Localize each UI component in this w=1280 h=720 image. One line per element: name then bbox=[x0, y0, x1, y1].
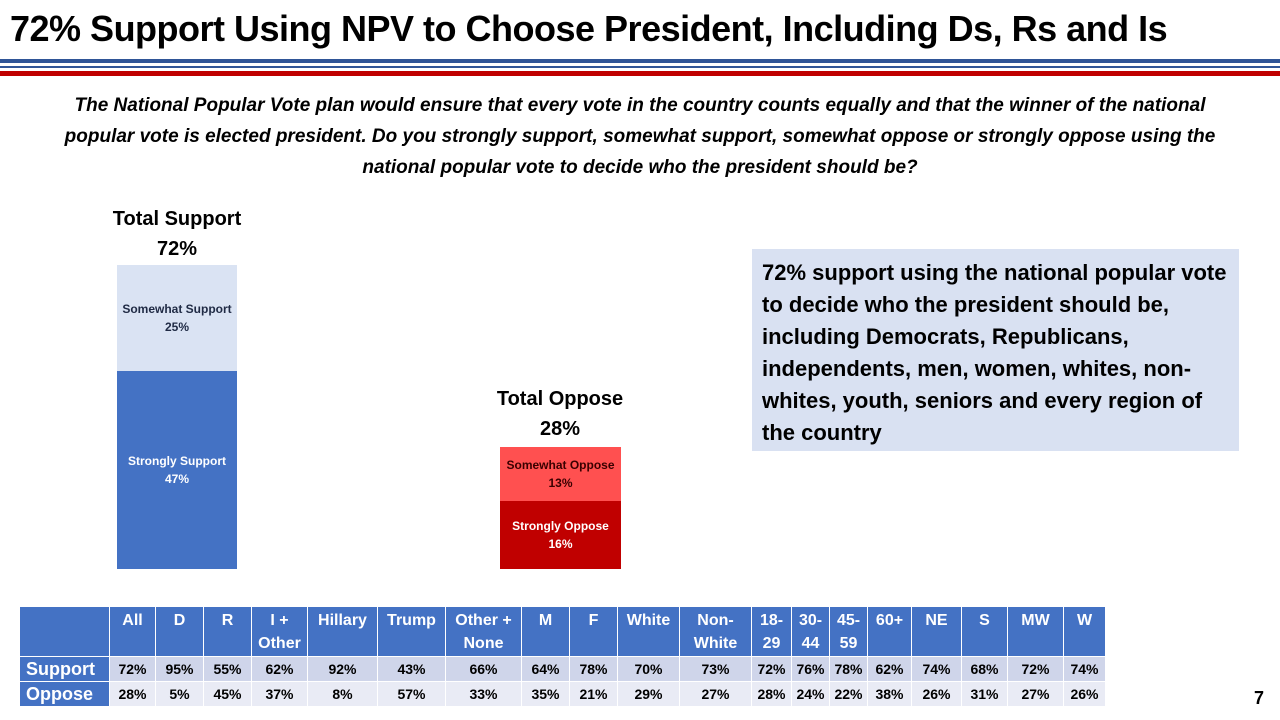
table-corner-cell bbox=[19, 606, 110, 657]
bar-segment-strongly-support: Strongly Support 47% bbox=[117, 370, 237, 569]
column-header: 60+ bbox=[867, 606, 912, 657]
table-cell: 8% bbox=[307, 681, 378, 707]
table-cell: 78% bbox=[569, 656, 618, 682]
table-cell: 72% bbox=[109, 656, 156, 682]
survey-question: The National Popular Vote plan would ens… bbox=[64, 95, 1216, 178]
table-cell: 29% bbox=[617, 681, 680, 707]
slide-title: 72% Support Using NPV to Choose Presiden… bbox=[10, 8, 1168, 49]
segment-value: 25% bbox=[164, 319, 190, 334]
table-cell: 70% bbox=[617, 656, 680, 682]
table-cell: 43% bbox=[377, 656, 446, 682]
support-group-label: Total Support 72% bbox=[87, 204, 267, 264]
table-cell: 28% bbox=[109, 681, 156, 707]
row-header: Oppose bbox=[19, 681, 110, 707]
table-row-oppose: Oppose 28% 5% 45% 37% 8% 57% 33% 35% 21% 29% 27% 28%… bbox=[19, 681, 1106, 707]
table-cell: 38% bbox=[867, 681, 912, 707]
row-header: Support bbox=[19, 656, 110, 682]
column-header: Hillary bbox=[307, 606, 378, 657]
table-cell: 68% bbox=[961, 656, 1008, 682]
table-cell: 28% bbox=[751, 681, 792, 707]
segment-value: 13% bbox=[548, 476, 573, 491]
table-cell: 55% bbox=[203, 656, 252, 682]
table-cell: 24% bbox=[791, 681, 830, 707]
support-group-title: Total Support bbox=[112, 208, 242, 230]
table-cell: 66% bbox=[445, 656, 522, 682]
key-finding-callout: 72% support using the national popular v… bbox=[752, 249, 1239, 451]
table-cell: 57% bbox=[377, 681, 446, 707]
table-cell: 72% bbox=[1007, 656, 1064, 682]
table-cell: 76% bbox=[791, 656, 830, 682]
table-cell: 72% bbox=[751, 656, 792, 682]
table-cell: 73% bbox=[679, 656, 752, 682]
table-cell: 21% bbox=[569, 681, 618, 707]
column-header: Non-White bbox=[679, 606, 752, 657]
table-cell: 31% bbox=[961, 681, 1008, 707]
table-cell: 27% bbox=[1007, 681, 1064, 707]
column-header: 30-44 bbox=[791, 606, 830, 657]
table-cell: 27% bbox=[679, 681, 752, 707]
column-header: White bbox=[617, 606, 680, 657]
table-cell: 35% bbox=[521, 681, 570, 707]
segment-label: Strongly Oppose bbox=[512, 519, 609, 534]
title-rule-blue bbox=[0, 59, 1280, 63]
table-cell: 62% bbox=[251, 656, 308, 682]
column-header: M bbox=[521, 606, 570, 657]
column-header: R bbox=[203, 606, 252, 657]
table-cell: 45% bbox=[203, 681, 252, 707]
bar-segment-somewhat-oppose: Somewhat Oppose 13% bbox=[500, 446, 621, 502]
table-cell: 74% bbox=[1063, 656, 1106, 682]
bar-segment-strongly-oppose: Strongly Oppose 16% bbox=[500, 501, 621, 569]
table-cell: 74% bbox=[911, 656, 962, 682]
table-cell: 22% bbox=[829, 681, 868, 707]
column-header: F bbox=[569, 606, 618, 657]
column-header: MW bbox=[1007, 606, 1064, 657]
table-cell: 5% bbox=[155, 681, 204, 707]
page-number: 7 bbox=[1253, 688, 1264, 708]
table-cell: 64% bbox=[521, 656, 570, 682]
table-cell: 95% bbox=[155, 656, 204, 682]
oppose-group-title: Total Oppose bbox=[496, 388, 624, 410]
support-group-total: 72% bbox=[156, 238, 198, 260]
table-row-support: Support 72% 95% 55% 62% 92% 43% 66% 64% 78% 70% 73%… bbox=[19, 656, 1106, 682]
column-header: W bbox=[1063, 606, 1106, 657]
title-rule-red bbox=[0, 71, 1280, 76]
table-cell: 62% bbox=[867, 656, 912, 682]
segment-value: 16% bbox=[548, 537, 573, 552]
column-header: 18-29 bbox=[751, 606, 792, 657]
bar-segment-somewhat-support: Somewhat Support 25% bbox=[117, 265, 237, 371]
column-header: All bbox=[109, 606, 156, 657]
column-header: D bbox=[155, 606, 204, 657]
crosstab-table: All D R I + Other Hillary Trump Other + None M F… bbox=[19, 606, 1106, 707]
column-header: Trump bbox=[377, 606, 446, 657]
table-cell: 26% bbox=[911, 681, 962, 707]
table-cell: 78% bbox=[829, 656, 868, 682]
title-rule-thin bbox=[0, 66, 1280, 68]
segment-label: Strongly Support bbox=[128, 453, 226, 468]
oppose-group-label: Total Oppose 28% bbox=[470, 384, 650, 444]
column-header: 45-59 bbox=[829, 606, 868, 657]
table-cell: 33% bbox=[445, 681, 522, 707]
column-header: NE bbox=[911, 606, 962, 657]
column-header: I + Other bbox=[251, 606, 308, 657]
column-header: Other + None bbox=[445, 606, 522, 657]
segment-label: Somewhat Oppose bbox=[506, 458, 615, 473]
table-cell: 26% bbox=[1063, 681, 1106, 707]
segment-value: 47% bbox=[164, 471, 190, 486]
column-header: S bbox=[961, 606, 1008, 657]
oppose-group-total: 28% bbox=[539, 418, 581, 440]
segment-label: Somewhat Support bbox=[122, 301, 232, 316]
table-cell: 92% bbox=[307, 656, 378, 682]
table-cell: 37% bbox=[251, 681, 308, 707]
